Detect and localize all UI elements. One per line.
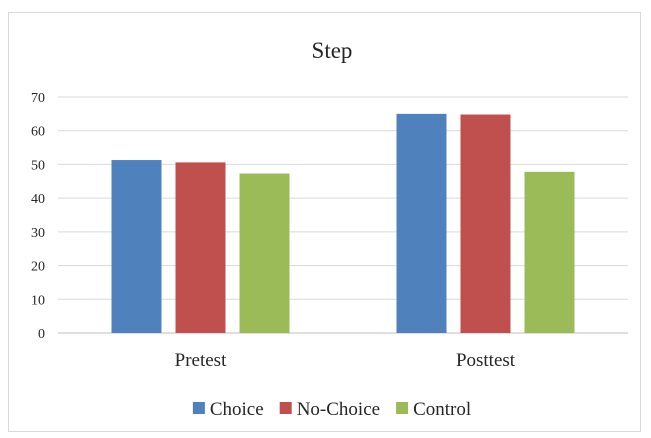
chart-title: Step — [312, 38, 353, 63]
y-tick-label: 60 — [31, 125, 45, 140]
y-tick-label: 50 — [31, 158, 45, 173]
y-axis: 0 10 20 30 40 50 60 70 — [31, 91, 45, 342]
legend-item-control: Control — [396, 399, 471, 420]
legend-swatch — [279, 402, 292, 414]
bar-choice-posttest — [396, 113, 447, 333]
x-tick-label: Pretest — [175, 350, 227, 371]
y-tick-label: 10 — [31, 293, 45, 308]
bar-control-posttest — [524, 171, 575, 333]
legend-label: Control — [413, 399, 471, 420]
legend: Choice No-Choice Control — [192, 399, 471, 420]
y-tick-label: 70 — [31, 91, 45, 106]
bar-no-choice-pretest — [175, 162, 226, 333]
bar-no-choice-posttest — [460, 114, 511, 333]
y-tick-label: 30 — [31, 226, 45, 241]
legend-label: No-Choice — [297, 399, 380, 420]
legend-swatch — [192, 402, 205, 414]
x-tick-label: Posttest — [456, 350, 516, 371]
bar-control-pretest — [239, 173, 290, 333]
y-tick-label: 40 — [31, 192, 45, 207]
bar-choice-pretest — [111, 160, 162, 333]
legend-swatch — [396, 402, 409, 414]
legend-item-no-choice: No-Choice — [279, 399, 380, 420]
x-axis: Pretest Posttest — [175, 350, 516, 371]
legend-label: Choice — [210, 399, 264, 420]
legend-item-choice: Choice — [192, 399, 264, 420]
bars — [111, 113, 575, 333]
y-tick-label: 0 — [38, 327, 45, 342]
y-tick-label: 20 — [31, 260, 45, 275]
